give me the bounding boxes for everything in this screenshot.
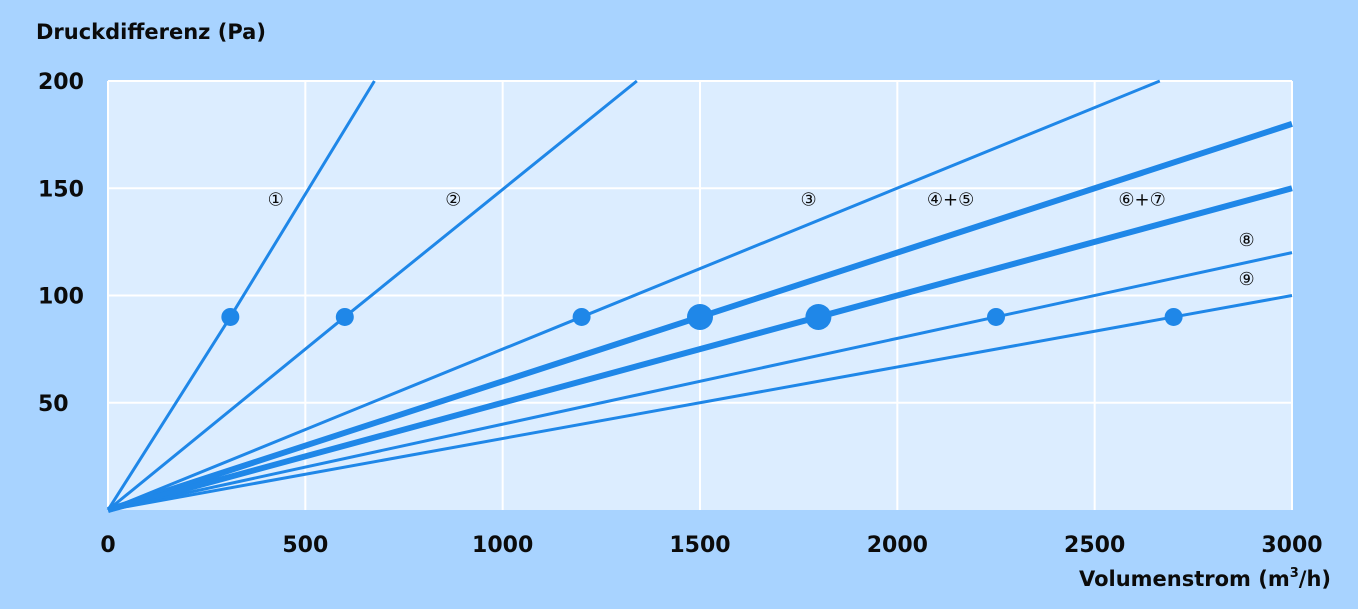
series-label: ③ — [800, 189, 816, 210]
series-label: ⑧ — [1239, 230, 1255, 251]
x-tick-label: 1000 — [472, 533, 533, 558]
series-marker — [335, 307, 354, 326]
series-marker — [572, 307, 591, 326]
x-axis-title-tail: /h) — [1298, 567, 1331, 591]
x-tick-label: 2000 — [867, 533, 928, 558]
series-label: ④+⑤ — [927, 189, 974, 210]
y-tick-label: 200 — [38, 70, 84, 95]
series-marker — [805, 303, 832, 330]
x-tick-label: 3000 — [1261, 533, 1322, 558]
x-axis-title: Volumenstrom (m3/h) — [1078, 566, 1331, 591]
x-axis-title-superscript: 3 — [1289, 566, 1299, 581]
series-label: ⑨ — [1239, 269, 1255, 290]
x-tick-label: 1500 — [669, 533, 730, 558]
y-tick-label: 150 — [38, 177, 84, 202]
series-label: ② — [445, 189, 461, 210]
series-marker — [221, 307, 240, 326]
series-marker — [1164, 307, 1183, 326]
x-axis-title-main: Volumenstrom (m — [1078, 567, 1290, 591]
series-labels: ① ② ③ ④+⑤ ⑥+⑦ ⑧ ⑨ — [268, 189, 1255, 289]
y-axis-title: Druckdifferenz (Pa) — [36, 20, 266, 44]
x-tick-label: 2500 — [1064, 533, 1125, 558]
series-label: ⑥+⑦ — [1118, 189, 1165, 210]
y-tick-label: 50 — [38, 392, 69, 417]
y-tick-label: 100 — [38, 285, 84, 310]
x-tick-label: 500 — [282, 533, 328, 558]
x-tick-label: 0 — [100, 533, 115, 558]
series-markers — [221, 303, 1183, 330]
series-marker — [987, 307, 1005, 326]
series-label: ① — [268, 189, 284, 210]
series-marker — [687, 303, 713, 330]
axis-ticks: 0 500 1000 1500 2000 2500 3000 50 100 150 200 — [38, 70, 1323, 558]
